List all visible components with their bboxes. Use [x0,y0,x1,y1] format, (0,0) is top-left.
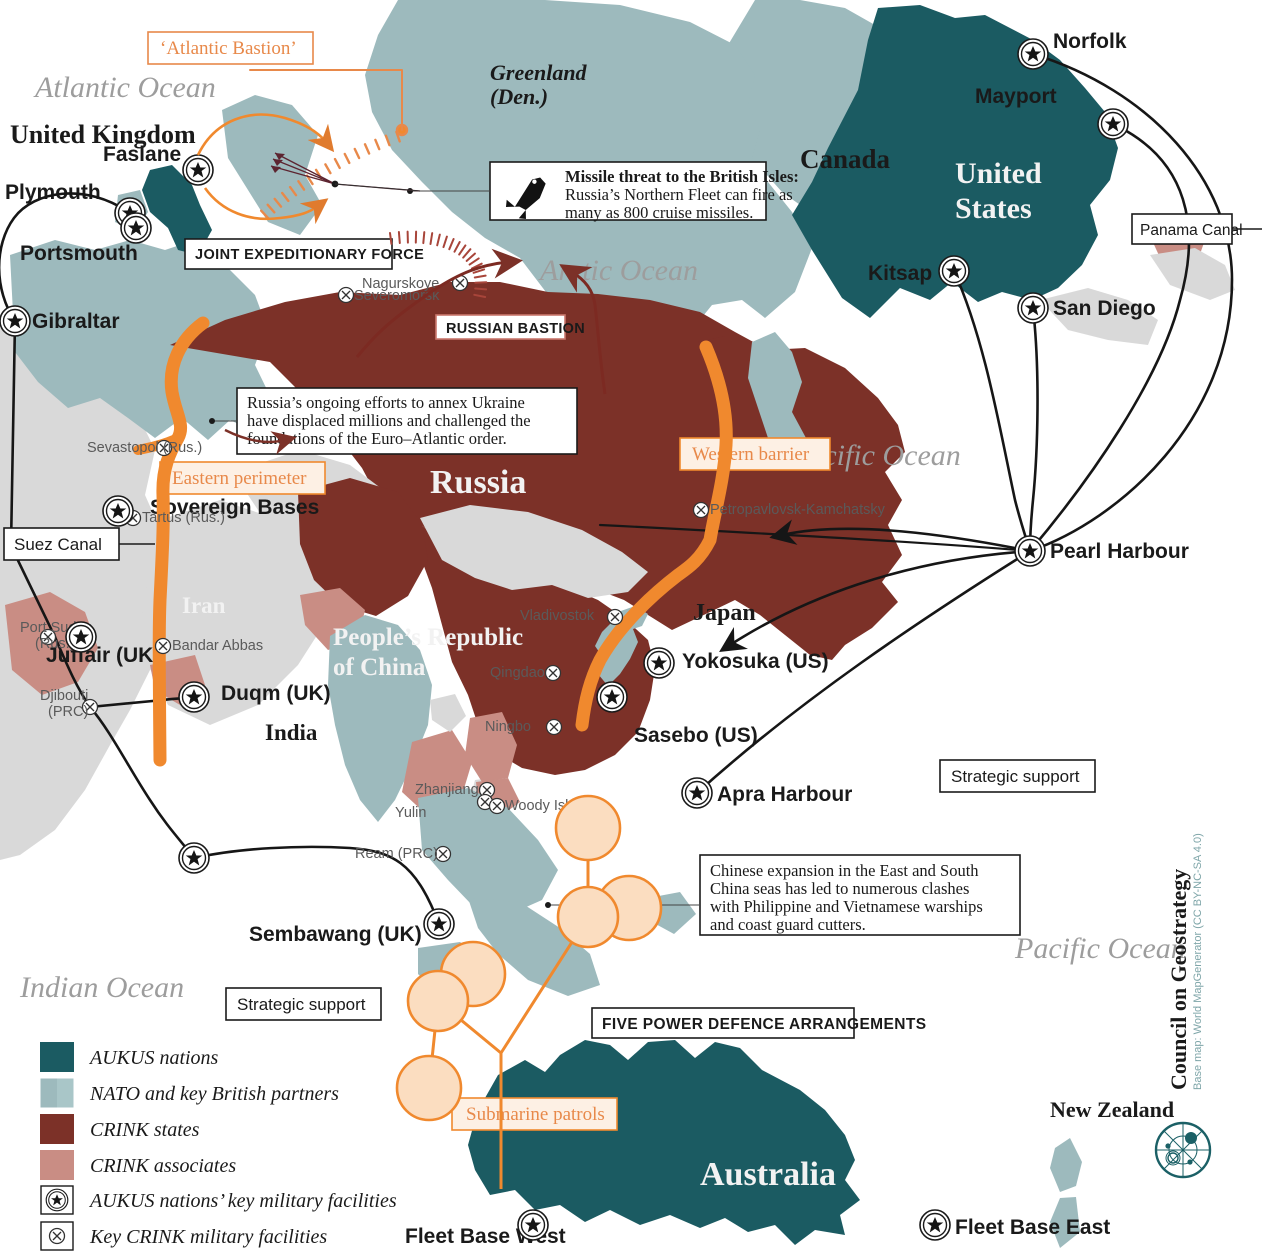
svg-text:Japan: Japan [693,600,756,626]
svg-text:Panama Canal: Panama Canal [1140,222,1243,239]
svg-text:Strategic support: Strategic support [237,995,366,1014]
svg-text:Faslane: Faslane [103,143,181,166]
svg-text:Yokosuka (US): Yokosuka (US) [682,650,829,673]
svg-text:Sevastopol (Rus.): Sevastopol (Rus.) [87,440,202,456]
svg-text:Pacific Ocean: Pacific Ocean [1014,932,1186,965]
svg-text:Pearl Harbour: Pearl Harbour [1050,540,1189,563]
svg-text:CRINK states: CRINK states [90,1119,200,1141]
svg-text:Bandar Abbas: Bandar Abbas [172,638,263,654]
svg-text:Mayport: Mayport [975,85,1057,108]
svg-text:(PRC): (PRC) [48,704,88,720]
svg-text:Arctic Ocean: Arctic Ocean [538,254,698,287]
svg-text:Submarine patrols: Submarine patrols [466,1104,605,1125]
svg-text:Indian Ocean: Indian Ocean [19,971,184,1004]
svg-text:Chinese expansion in the East: Chinese expansion in the East and South [710,861,979,880]
svg-text:San Diego: San Diego [1053,297,1156,320]
svg-text:People’s Republic: People’s Republic [333,624,523,651]
svg-text:of China: of China [333,654,426,681]
svg-text:Russia: Russia [430,464,526,501]
svg-text:Fleet Base East: Fleet Base East [955,1216,1110,1239]
svg-text:Ningbo: Ningbo [485,719,531,735]
svg-text:China seas has led to numerous: China seas has led to numerous clashes [710,879,969,898]
svg-text:AUKUS nations’ key military fa: AUKUS nations’ key military facilities [88,1190,397,1212]
svg-text:Sasebo (US): Sasebo (US) [634,724,758,747]
svg-text:foundations of the Euro–Atlant: foundations of the Euro–Atlantic order. [247,429,507,448]
svg-text:Qingdao: Qingdao [490,665,545,681]
svg-text:JOINT EXPEDITIONARY FORCE: JOINT EXPEDITIONARY FORCE [195,247,424,263]
svg-text:Australia: Australia [700,1156,836,1193]
svg-text:and coast guard cutters.: and coast guard cutters. [710,915,866,934]
svg-text:many as 800 cruise missiles.: many as 800 cruise missiles. [565,203,753,222]
svg-text:‘Atlantic Bastion’: ‘Atlantic Bastion’ [160,38,297,59]
svg-text:Ream (PRC): Ream (PRC) [355,846,438,862]
svg-text:Russia’s ongoing efforts to an: Russia’s ongoing efforts to annex Ukrain… [247,393,525,412]
svg-text:Missile threat to the British: Missile threat to the British Isles: [565,167,799,186]
svg-text:Norfolk: Norfolk [1053,30,1127,53]
svg-text:Sembawang (UK): Sembawang (UK) [249,923,422,946]
svg-text:Vladivostok: Vladivostok [520,608,595,624]
svg-text:Eastern perimeter: Eastern perimeter [172,468,307,489]
svg-text:Russia’s Northern Fleet can fi: Russia’s Northern Fleet can fire as [565,185,793,204]
svg-text:New Zealand: New Zealand [1050,1097,1174,1122]
svg-text:Key CRINK military facilities: Key CRINK military facilities [89,1226,327,1248]
svg-text:(Den.): (Den.) [490,84,548,109]
svg-text:Canada: Canada [800,144,891,174]
svg-text:Djibouti: Djibouti [40,688,88,704]
svg-text:Kitsap: Kitsap [868,262,932,285]
svg-text:United: United [955,157,1042,190]
svg-text:FIVE POWER DEFENCE ARRANGEMENT: FIVE POWER DEFENCE ARRANGEMENTS [602,1016,926,1033]
svg-text:RUSSIAN BASTION: RUSSIAN BASTION [446,321,585,337]
svg-text:Tartus (Rus.): Tartus (Rus.) [142,510,225,526]
svg-text:CRINK associates: CRINK associates [90,1155,236,1177]
svg-text:Plymouth: Plymouth [5,181,101,204]
svg-text:Gibraltar: Gibraltar [32,310,120,333]
svg-text:Zhanjiang: Zhanjiang [415,782,479,798]
svg-text:Greenland: Greenland [490,60,588,85]
svg-text:with Philippine and Vietnamese: with Philippine and Vietnamese warships [710,897,983,916]
svg-text:Council on Geostrategy: Council on Geostrategy [1166,869,1191,1090]
svg-text:Strategic support: Strategic support [951,767,1080,786]
svg-text:India: India [265,720,318,745]
svg-text:Petropavlovsk-Kamchatsky: Petropavlovsk-Kamchatsky [710,502,886,518]
svg-text:have displaced millions and ch: have displaced millions and challenged t… [247,411,531,430]
svg-text:Atlantic Ocean: Atlantic Ocean [33,71,216,104]
svg-text:Yulin: Yulin [395,805,426,821]
svg-text:States: States [955,192,1032,225]
svg-text:Suez Canal: Suez Canal [14,535,102,554]
svg-text:Iran: Iran [182,593,226,618]
svg-text:Duqm (UK): Duqm (UK) [221,682,331,705]
svg-text:Western barrier: Western barrier [692,444,810,465]
svg-text:AUKUS nations: AUKUS nations [88,1047,219,1069]
svg-text:NATO and key British partners: NATO and key British partners [89,1083,339,1105]
svg-text:Portsmouth: Portsmouth [20,242,138,265]
svg-text:Apra Harbour: Apra Harbour [717,783,852,806]
svg-text:Base map: World MapGenerator (: Base map: World MapGenerator (CC BY-NC-S… [1192,833,1204,1090]
